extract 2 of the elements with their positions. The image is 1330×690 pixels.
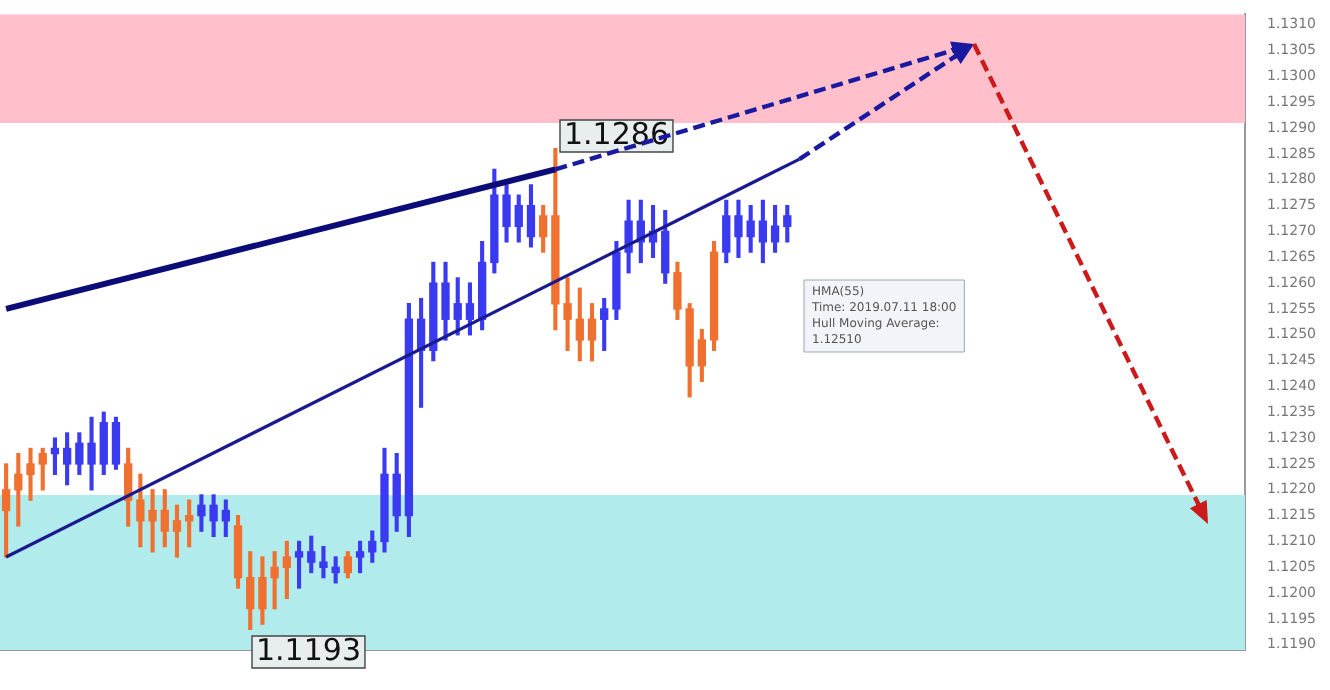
annotation: 1.1286 — [564, 115, 669, 152]
annotation: 1.1193 — [256, 631, 361, 668]
